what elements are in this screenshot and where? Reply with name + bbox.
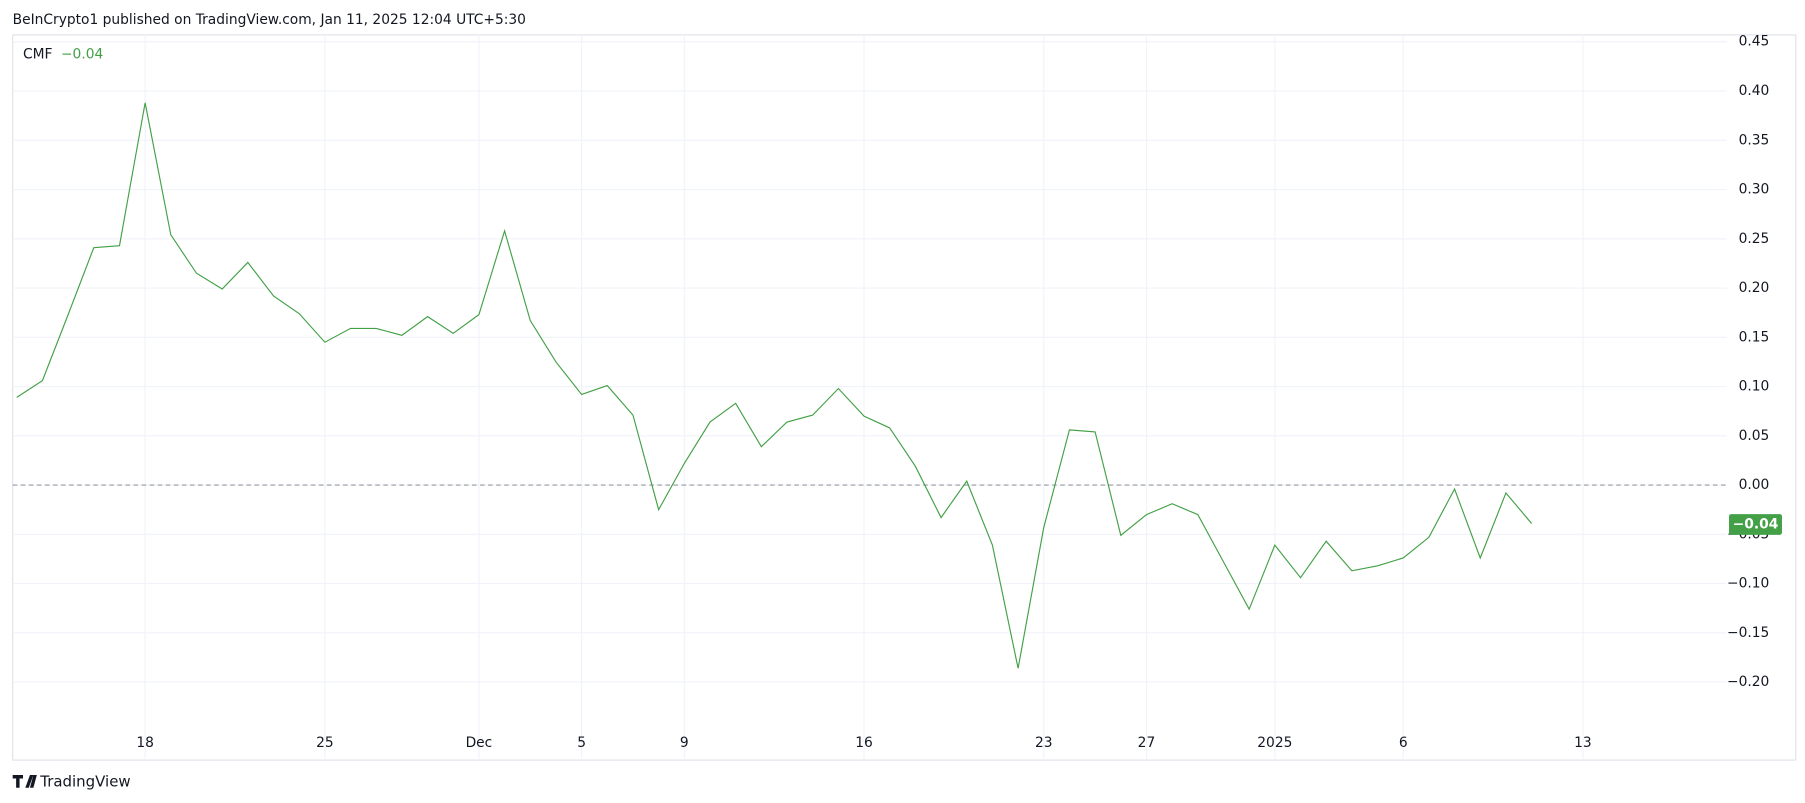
y-tick-label: 0.15 [1739, 329, 1770, 345]
y-tick-label: 0.30 [1739, 182, 1770, 198]
footer: TradingView [39, 772, 130, 790]
y-tick-label: 0.40 [1739, 83, 1770, 99]
grid [12, 34, 1727, 759]
x-tick-label: 27 [1138, 735, 1156, 751]
x-tick-label: 18 [136, 735, 154, 751]
x-tick-label: 6 [1399, 735, 1408, 751]
header: BeInCrypto1 published on TradingView.com… [13, 12, 526, 28]
legend-value: −0.04 [61, 46, 103, 62]
y-tick-label: 0.05 [1739, 428, 1770, 444]
y-tick-label: −0.15 [1727, 625, 1769, 641]
legend-name: CMF [23, 46, 53, 62]
y-tick-label: 0.10 [1739, 379, 1770, 395]
plot [12, 102, 1727, 669]
y-tick-label: 0.20 [1739, 280, 1770, 296]
x-tick-label: 5 [577, 735, 586, 751]
x-tick-label: 23 [1035, 735, 1053, 751]
last-value-tag [1729, 514, 1782, 535]
x-tick-label: 25 [316, 735, 334, 751]
y-tick-label: 0.25 [1739, 231, 1770, 247]
y-tick-label: 0.00 [1739, 477, 1770, 493]
y-tick-label: 0.35 [1739, 132, 1770, 148]
x-tick-label: 2025 [1257, 735, 1292, 751]
x-tick-label: 16 [855, 735, 873, 751]
chart-frame [12, 34, 1797, 761]
x-tick-label: 13 [1574, 735, 1592, 751]
y-tick-label: −0.10 [1727, 576, 1769, 592]
y-tick-label: 0.45 [1739, 34, 1770, 50]
last-value-label: −0.04 [1733, 516, 1779, 532]
series-line [16, 102, 1533, 669]
y-tick-label: −0.20 [1727, 674, 1769, 690]
x-tick-label: Dec [466, 735, 493, 751]
footer-logo [12, 775, 37, 788]
x-tick-label: 9 [680, 735, 689, 751]
